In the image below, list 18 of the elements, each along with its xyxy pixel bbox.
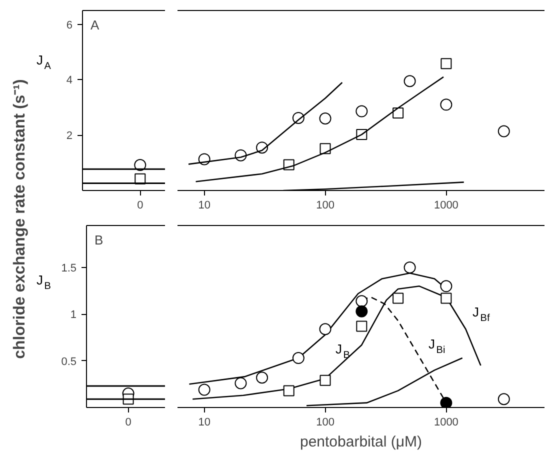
y-tick-label: 2 <box>66 130 73 142</box>
x-tick-label: 100 <box>316 416 334 428</box>
x-tick-label: 0 <box>137 200 144 212</box>
y-tick-label: 1 <box>70 309 77 322</box>
y-axis-title: chloride exchange rate constant (s⁻¹) <box>12 79 28 359</box>
y-tick-label: 4 <box>66 74 73 87</box>
text: A <box>90 18 100 32</box>
x-tick-label: 10 <box>198 200 210 212</box>
x-tick-label: 100 <box>316 200 334 212</box>
x-tick-label: 10 <box>198 416 210 428</box>
y-tick-label: 6 <box>66 19 73 32</box>
text: B <box>94 232 104 248</box>
y-tick-label: 0.5 <box>61 356 77 368</box>
x-tick-label: 1000 <box>434 200 458 212</box>
x-tick-label: 0 <box>125 416 132 428</box>
y-tick-label: 1.5 <box>61 262 77 274</box>
x-axis-title: pentobarbital (μM) <box>300 434 422 450</box>
x-tick-label: 1000 <box>434 416 458 428</box>
